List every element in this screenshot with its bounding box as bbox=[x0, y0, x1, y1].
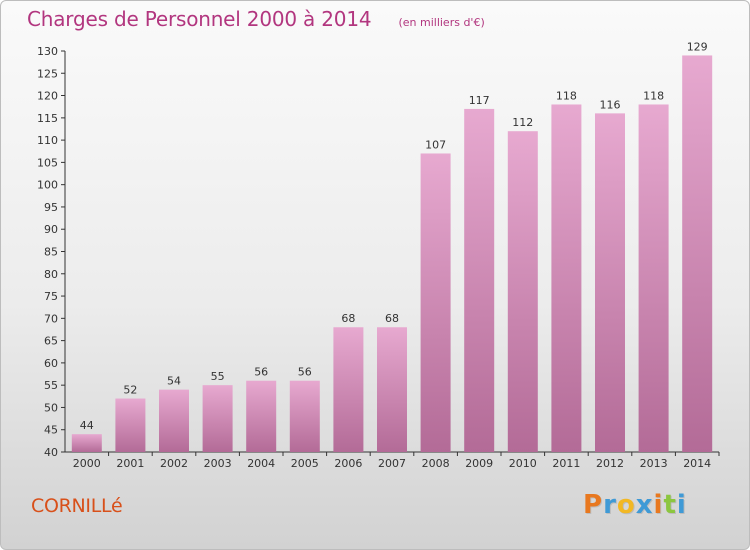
bar-2008 bbox=[420, 153, 451, 452]
value-label-2008: 107 bbox=[425, 138, 446, 151]
x-tick-label: 2010 bbox=[509, 457, 537, 470]
bar-2002 bbox=[159, 389, 189, 452]
title-row: Charges de Personnel 2000 à 2014 (en mil… bbox=[27, 7, 485, 31]
bar-2013 bbox=[638, 104, 669, 452]
value-label-2002: 54 bbox=[167, 375, 181, 388]
value-label-2014: 129 bbox=[687, 40, 708, 53]
y-tick-label: 50 bbox=[44, 401, 58, 414]
logo-letter: i bbox=[653, 490, 664, 520]
y-tick-label: 115 bbox=[37, 112, 58, 125]
value-label-2013: 118 bbox=[643, 89, 664, 102]
value-label-2000: 44 bbox=[80, 419, 94, 432]
axes: 40 45 50 55 60 65 70 75 80 85 90 95 100 105 110 115 120 1… bbox=[37, 45, 720, 470]
logo-letter: P bbox=[583, 490, 604, 520]
value-label-2010: 112 bbox=[512, 116, 533, 129]
x-tick-label: 2011 bbox=[552, 457, 580, 470]
x-tick-label: 2000 bbox=[73, 457, 101, 470]
x-tick-label: 2003 bbox=[204, 457, 232, 470]
value-label-2011: 118 bbox=[556, 89, 577, 102]
logo-letter: r bbox=[603, 490, 617, 520]
value-label-2009: 117 bbox=[469, 94, 490, 107]
y-tick-label: 105 bbox=[37, 156, 58, 169]
bar-2011 bbox=[551, 104, 582, 452]
logo-letter: i bbox=[676, 490, 687, 520]
x-tick-label: 2013 bbox=[640, 457, 668, 470]
x-tick-label: 2008 bbox=[422, 457, 450, 470]
y-tick-label: 85 bbox=[44, 246, 58, 259]
y-tick-label: 100 bbox=[37, 179, 58, 192]
x-tick-label: 2004 bbox=[247, 457, 275, 470]
y-tick-label: 80 bbox=[44, 268, 58, 281]
bar-2004 bbox=[246, 380, 277, 452]
y-tick-label: 65 bbox=[44, 335, 58, 348]
x-tick-label: 2006 bbox=[334, 457, 362, 470]
bars bbox=[71, 55, 713, 452]
bar-2010 bbox=[507, 131, 538, 452]
chart-unit-label: (en milliers d'€) bbox=[398, 16, 485, 29]
value-label-2001: 52 bbox=[123, 384, 137, 397]
value-labels: 44 52 54 55 56 56 68 68 107 117 112 118 116 118 129 bbox=[80, 40, 708, 432]
y-tick-label: 45 bbox=[44, 424, 58, 437]
bar-2007 bbox=[377, 327, 407, 452]
value-label-2005: 56 bbox=[298, 366, 312, 379]
y-tick-label: 90 bbox=[44, 223, 58, 236]
y-tick-label: 95 bbox=[44, 201, 58, 214]
value-label-2003: 55 bbox=[211, 370, 225, 383]
commune-name: CORNILLé bbox=[31, 495, 123, 517]
y-tick-label: 120 bbox=[37, 90, 58, 103]
x-tick-label: 2012 bbox=[596, 457, 624, 470]
bar-2012 bbox=[595, 113, 625, 452]
logo-letter: x bbox=[635, 490, 654, 520]
x-tick-label: 2014 bbox=[683, 457, 711, 470]
x-tick-label: 2007 bbox=[378, 457, 406, 470]
bar-2006 bbox=[333, 327, 364, 452]
y-tick-label: 75 bbox=[44, 290, 58, 303]
x-tick-label: 2009 bbox=[465, 457, 493, 470]
y-tick-label: 60 bbox=[44, 357, 58, 370]
bar-2003 bbox=[202, 385, 233, 452]
value-label-2007: 68 bbox=[385, 312, 399, 325]
y-tick-label: 125 bbox=[37, 67, 58, 80]
value-label-2004: 56 bbox=[254, 366, 268, 379]
bar-2000 bbox=[71, 434, 102, 452]
value-label-2012: 116 bbox=[600, 98, 621, 111]
proxiti-logo: Proxiti bbox=[583, 490, 687, 520]
y-tick-label: 110 bbox=[37, 134, 58, 147]
bar-2014 bbox=[682, 55, 713, 452]
bar-2005 bbox=[289, 380, 320, 452]
bar-2009 bbox=[464, 108, 495, 452]
chart-title: Charges de Personnel 2000 à 2014 bbox=[27, 7, 372, 31]
value-label-2006: 68 bbox=[341, 312, 355, 325]
logo-letter: t bbox=[663, 490, 677, 520]
logo-letter: o bbox=[616, 490, 636, 520]
y-tick-label: 40 bbox=[44, 446, 58, 459]
bar-2001 bbox=[115, 398, 146, 452]
y-tick-label: 130 bbox=[37, 45, 58, 58]
y-tick-label: 70 bbox=[44, 312, 58, 325]
x-tick-label: 2002 bbox=[160, 457, 188, 470]
x-tick-label: 2005 bbox=[291, 457, 319, 470]
y-tick-label: 55 bbox=[44, 379, 58, 392]
x-tick-label: 2001 bbox=[116, 457, 144, 470]
